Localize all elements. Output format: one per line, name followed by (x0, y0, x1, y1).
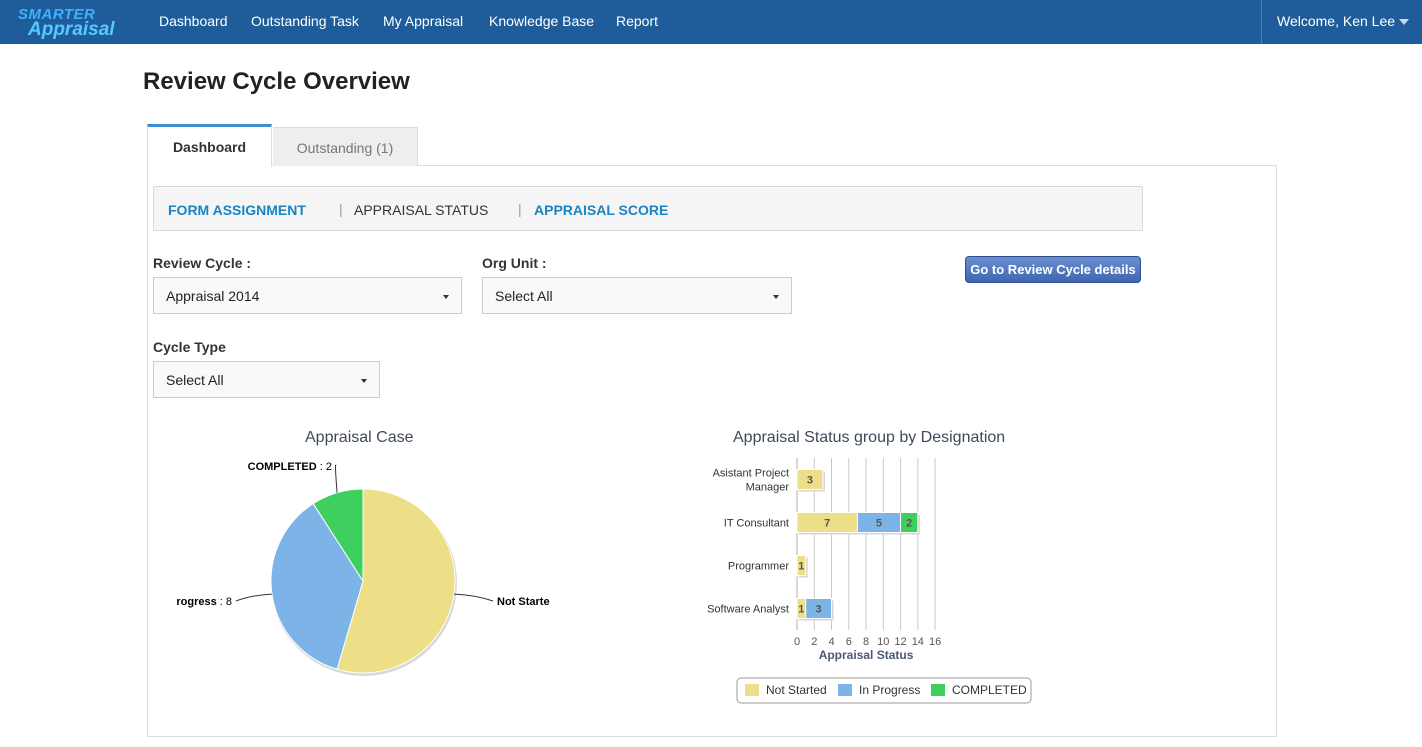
chart-legend: Not Started In Progress COMPLETED (736, 677, 1032, 704)
legend-box (736, 677, 1032, 704)
nav-knowledge-base[interactable]: Knowledge Base (489, 13, 595, 29)
bar-data-label: 2 (906, 518, 912, 530)
pie-label-connector (454, 593, 494, 602)
y-category-label: Asistant Project (713, 468, 789, 480)
cycle-type-label: Cycle Type (153, 339, 226, 355)
y-category-label: Manager (746, 482, 790, 494)
legend-swatch (931, 684, 945, 696)
x-tick-label: 8 (863, 636, 869, 648)
bar-data-label: 7 (824, 518, 830, 530)
bar-segment-not-started[interactable] (796, 469, 824, 490)
x-tick-label: 12 (894, 636, 906, 648)
bar-data-label: 1 (798, 604, 804, 616)
pie-data-label: Not Starte (497, 596, 550, 608)
x-tick-label: 10 (877, 636, 889, 648)
tab-outstanding[interactable]: Outstanding (1) (273, 127, 418, 166)
x-tick-label: 0 (794, 636, 800, 648)
pie-chart: Not Starte rogress : 8 COMPLETED : 2 (176, 461, 550, 676)
brand-line2: Appraisal (28, 19, 115, 40)
user-menu[interactable]: Welcome, Ken Lee (1277, 13, 1396, 29)
x-tick-label: 14 (912, 636, 924, 648)
go-to-review-cycle-button[interactable]: Go to Review Cycle details (965, 256, 1141, 283)
bar-segment-completed[interactable] (900, 512, 919, 533)
nav-outstanding-task[interactable]: Outstanding Task (251, 13, 359, 29)
nav-my-appraisal[interactable]: My Appraisal (383, 13, 464, 29)
subnav-form-assignment[interactable]: FORM ASSIGNMENT (168, 202, 306, 218)
bar-segment-not-started[interactable] (796, 555, 807, 576)
cycle-type-select[interactable]: Select All (153, 361, 380, 398)
y-category-label: IT Consultant (724, 518, 789, 530)
page-title: Review Cycle Overview (143, 68, 410, 95)
caret-down-icon (443, 295, 449, 299)
org-unit-value: Select All (495, 288, 553, 304)
brand-line1: SMARTER (18, 6, 96, 23)
subnav-separator: | (339, 201, 343, 217)
sub-navigation: FORM ASSIGNMENT | APPRAISAL STATUS | APP… (153, 186, 1143, 231)
subnav-appraisal-status[interactable]: APPRAISAL STATUS (354, 202, 489, 218)
pie-label-connector (334, 464, 338, 493)
org-unit-label: Org Unit : (482, 255, 547, 271)
y-category-label: Software Analyst (707, 604, 789, 616)
top-navbar: SMARTER Appraisal Dashboard Outstanding … (0, 0, 1422, 44)
legend-item[interactable]: In Progress (859, 683, 920, 697)
y-category-label: Programmer (728, 561, 789, 573)
brand-logo[interactable]: SMARTER Appraisal (18, 6, 138, 40)
org-unit-select[interactable]: Select All (482, 277, 792, 314)
x-tick-label: 16 (929, 636, 941, 648)
chevron-down-icon[interactable] (1399, 19, 1409, 25)
legend-item[interactable]: COMPLETED (952, 683, 1027, 697)
subnav-appraisal-score[interactable]: APPRAISAL SCORE (534, 202, 669, 218)
subnav-separator: | (518, 201, 522, 217)
legend-item[interactable]: Not Started (766, 683, 827, 697)
pie-data-label: COMPLETED : 2 (248, 461, 332, 473)
pie-chart-title: Appraisal Case (305, 429, 414, 446)
pie-label-connector (235, 593, 272, 602)
tab-dashboard[interactable]: Dashboard (147, 124, 272, 167)
legend-swatch (745, 684, 759, 696)
x-axis-title: Appraisal Status (819, 648, 914, 662)
navbar-divider (1261, 0, 1262, 44)
review-cycle-select[interactable]: Appraisal 2014 (153, 277, 462, 314)
pie-slice-in-progress[interactable] (270, 502, 364, 670)
x-tick-label: 6 (846, 636, 852, 648)
bar-chart-title: Appraisal Status group by Designation (733, 429, 1006, 446)
pie-data-label: rogress : 8 (176, 596, 232, 608)
nav-report[interactable]: Report (616, 13, 659, 29)
pie-slice-completed[interactable] (312, 488, 364, 583)
bar-data-label: 3 (816, 604, 822, 616)
bar-data-label: 3 (807, 475, 813, 487)
bar-data-label: 1 (798, 561, 804, 573)
legend-swatch (838, 684, 852, 696)
x-tick-label: 2 (811, 636, 817, 648)
caret-down-icon (361, 379, 367, 383)
bar-segment-in-progress[interactable] (805, 598, 833, 619)
x-tick-label: 4 (828, 636, 834, 648)
caret-down-icon (773, 295, 779, 299)
bar-data-label: 5 (876, 518, 882, 530)
cycle-type-value: Select All (166, 372, 224, 388)
nav-dashboard[interactable]: Dashboard (159, 13, 228, 29)
review-cycle-label: Review Cycle : (153, 255, 252, 271)
review-cycle-value: Appraisal 2014 (166, 288, 260, 304)
